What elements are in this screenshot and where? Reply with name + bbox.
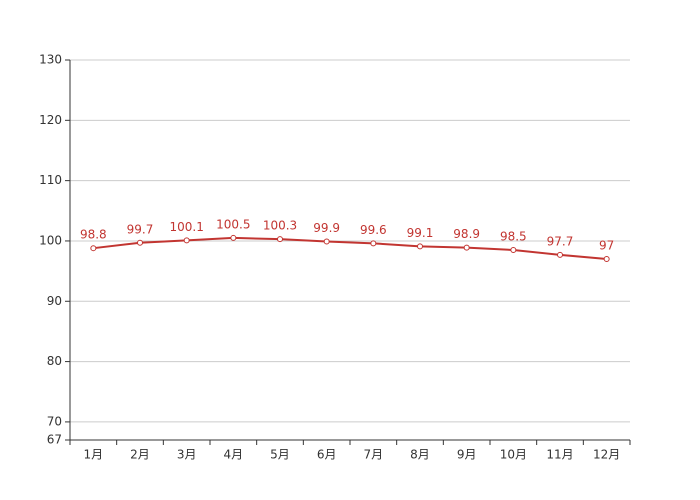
- x-tick-label: 2月: [130, 448, 150, 462]
- y-tick-label: 130: [39, 53, 62, 67]
- series-line: [93, 236, 607, 261]
- data-label: 99.7: [127, 222, 154, 236]
- x-tick-label: 10月: [500, 448, 527, 462]
- x-tick-label: 11月: [546, 448, 573, 462]
- data-point: [90, 245, 97, 252]
- y-tick-label: 70: [47, 414, 62, 428]
- x-tick-label: 1月: [84, 448, 104, 462]
- data-point: [370, 240, 377, 247]
- data-point: [557, 251, 563, 258]
- y-tick-label: 110: [39, 173, 62, 187]
- data-point: [137, 239, 143, 246]
- data-point: [603, 256, 610, 263]
- y-tick-label: 100: [39, 233, 62, 247]
- y-tick-label: 120: [39, 113, 62, 127]
- x-tick-label: 7月: [364, 448, 384, 462]
- y-tick-label: 80: [47, 354, 62, 368]
- x-tick-label: 3月: [177, 448, 197, 462]
- data-label: 100.5: [216, 217, 250, 231]
- data-label: 97: [599, 239, 614, 253]
- data-point: [277, 236, 283, 243]
- data-label: 100.3: [263, 219, 297, 233]
- data-label: 97.7: [547, 234, 574, 248]
- x-tick-label: 6月: [317, 448, 337, 462]
- data-point: [323, 238, 330, 245]
- data-label: 98.5: [500, 230, 527, 244]
- y-tick-label: 67: [47, 433, 62, 447]
- data-label: 99.1: [407, 226, 434, 240]
- data-label: 98.9: [453, 227, 480, 241]
- data-label: 99.9: [313, 221, 340, 235]
- x-tick-label: 4月: [224, 448, 244, 462]
- data-point: [230, 234, 237, 241]
- data-label: 99.6: [360, 223, 387, 237]
- data-label: 100.1: [169, 220, 203, 234]
- x-tick-label: 5月: [270, 448, 290, 462]
- data-point: [417, 243, 423, 250]
- data-point: [510, 247, 517, 253]
- data-point: [463, 244, 470, 251]
- data-label: 98.8: [80, 228, 107, 242]
- x-tick-label: 12月: [593, 448, 620, 462]
- x-tick-label: 8月: [410, 448, 430, 462]
- x-tick-label: 9月: [457, 448, 477, 462]
- data-point: [183, 237, 190, 244]
- y-tick-label: 90: [47, 294, 62, 308]
